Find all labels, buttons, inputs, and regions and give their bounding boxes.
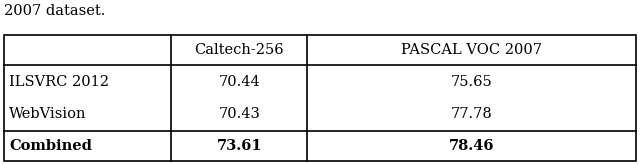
Text: 70.44: 70.44 (218, 75, 260, 88)
Text: 77.78: 77.78 (451, 108, 493, 121)
Text: 73.61: 73.61 (216, 139, 262, 153)
Text: 2007 dataset.: 2007 dataset. (4, 4, 106, 18)
Text: ILSVRC 2012: ILSVRC 2012 (9, 75, 109, 88)
Bar (4, 35, 636, 161)
Text: 70.43: 70.43 (218, 108, 260, 121)
Text: Combined: Combined (9, 139, 92, 153)
Text: PASCAL VOC 2007: PASCAL VOC 2007 (401, 43, 542, 57)
Text: 75.65: 75.65 (451, 75, 493, 88)
Text: WebVision: WebVision (9, 108, 86, 121)
Text: Caltech-256: Caltech-256 (195, 43, 284, 57)
Text: 78.46: 78.46 (449, 139, 495, 153)
